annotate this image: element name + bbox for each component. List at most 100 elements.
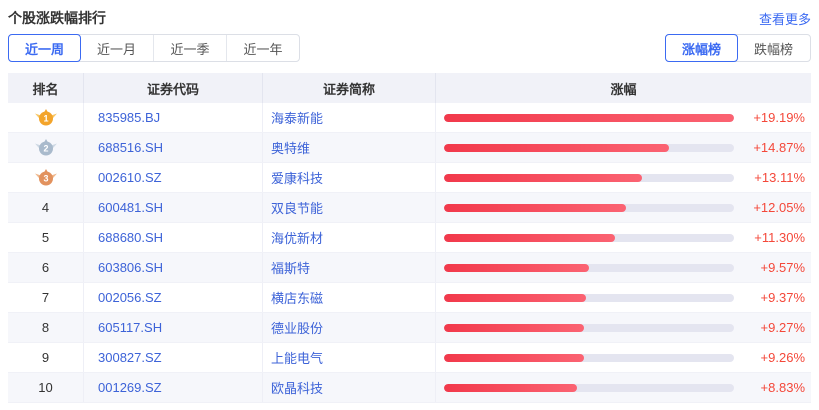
change-bar-track (444, 173, 734, 182)
stock-name-link[interactable]: 爱康科技 (263, 163, 436, 192)
change-bar (444, 353, 585, 362)
panel-header: 个股涨跌幅排行 查看更多 (0, 0, 819, 28)
change-value: +12.05% (753, 200, 805, 215)
change-cell: +12.05% (436, 193, 811, 222)
change-bar (444, 173, 643, 182)
change-bar (444, 143, 669, 152)
stock-code-link[interactable]: 835985.BJ (84, 103, 263, 132)
stock-code-link[interactable]: 605117.SH (84, 313, 263, 342)
change-value: +9.37% (760, 290, 805, 305)
stock-code-link[interactable]: 001269.SZ (84, 373, 263, 402)
change-cell: +14.87% (436, 133, 811, 162)
column-header-1: 排名 (8, 73, 84, 103)
stock-name-link[interactable]: 上能电气 (263, 343, 436, 372)
change-cell: +8.83% (436, 373, 811, 402)
column-header-2: 证券代码 (84, 73, 263, 103)
stock-name-link[interactable]: 横店东磁 (263, 283, 436, 312)
period-tab-4[interactable]: 近一年 (226, 35, 299, 61)
change-bar-track (444, 233, 734, 242)
change-cell: +13.11% (436, 163, 811, 192)
stock-name-link[interactable]: 海优新材 (263, 223, 436, 252)
table-row: 7 002056.SZ 横店东磁 +9.37% (8, 283, 811, 313)
change-bar-track (444, 143, 734, 152)
period-tab-2[interactable]: 近一月 (96, 41, 136, 57)
change-value: +13.11% (754, 170, 805, 185)
rank-cell: 4 (8, 193, 84, 222)
change-bar (444, 323, 585, 332)
change-cell: +19.19% (436, 103, 811, 132)
view-more-link[interactable]: 查看更多 (758, 11, 811, 27)
change-bar-track (444, 323, 734, 332)
stock-name-link[interactable]: 德业股份 (263, 313, 436, 342)
ranking-table: 排名 证券代码 证券简称 涨幅 1 835985.BJ 海泰新能 +19.19% 2 68851… (8, 73, 811, 403)
controls-row: 近一周 近一月 近一季 近一年 涨幅榜 跌幅榜 (8, 34, 811, 62)
svg-text:3: 3 (43, 173, 48, 183)
table-row: 10 001269.SZ 欧晶科技 +8.83% (8, 373, 811, 403)
table-row: 8 605117.SH 德业股份 +9.27% (8, 313, 811, 343)
period-tab-1[interactable]: 近一周 (8, 34, 81, 62)
rank-cell: 3 (8, 163, 84, 192)
stock-code-link[interactable]: 600481.SH (84, 193, 263, 222)
stock-code-link[interactable]: 688680.SH (84, 223, 263, 252)
board-tab-1[interactable]: 涨幅榜 (665, 34, 738, 62)
table-row: 3 002610.SZ 爱康科技 +13.11% (8, 163, 811, 193)
rank-cell: 8 (8, 313, 84, 342)
board-tab-group: 涨幅榜 跌幅榜 (665, 34, 811, 62)
rank-cell: 5 (8, 223, 84, 252)
change-cell: +9.57% (436, 253, 811, 282)
stock-name-link[interactable]: 双良节能 (263, 193, 436, 222)
period-tab-3[interactable]: 近一季 (153, 35, 226, 61)
change-value: +9.57% (760, 260, 805, 275)
rank-cell: 9 (8, 343, 84, 372)
change-bar-track (444, 353, 734, 362)
rank-cell: 7 (8, 283, 84, 312)
rank-2-silver-medal-icon: 2 (34, 138, 58, 158)
change-bar (444, 113, 734, 122)
svg-text:1: 1 (43, 113, 48, 123)
table-body: 1 835985.BJ 海泰新能 +19.19% 2 688516.SH 奥特维 +14.87… (8, 103, 811, 403)
change-bar (444, 233, 615, 242)
change-value: +14.87% (753, 140, 805, 155)
rank-cell: 10 (8, 373, 84, 402)
change-cell: +9.26% (436, 343, 811, 372)
stock-code-link[interactable]: 688516.SH (84, 133, 263, 162)
change-bar-track (444, 293, 734, 302)
change-bar-track (444, 383, 734, 392)
column-header-3: 证券简称 (263, 73, 436, 103)
stock-code-link[interactable]: 002610.SZ (84, 163, 263, 192)
change-bar (444, 383, 578, 392)
table-row: 4 600481.SH 双良节能 +12.05% (8, 193, 811, 223)
change-value: +19.19% (753, 110, 805, 125)
change-value: +8.83% (760, 380, 805, 395)
rank-1-gold-medal-icon: 1 (34, 108, 58, 128)
change-bar-track (444, 113, 734, 122)
table-row: 9 300827.SZ 上能电气 +9.26% (8, 343, 811, 373)
stock-name-link[interactable]: 奥特维 (263, 133, 436, 162)
stock-code-link[interactable]: 002056.SZ (84, 283, 263, 312)
board-tab-2[interactable]: 跌幅榜 (753, 41, 793, 57)
table-row: 6 603806.SH 福斯特 +9.57% (8, 253, 811, 283)
rank-cell: 6 (8, 253, 84, 282)
stock-name-link[interactable]: 福斯特 (263, 253, 436, 282)
change-cell: +11.30% (436, 223, 811, 252)
change-bar-track (444, 203, 734, 212)
table-header-row: 排名 证券代码 证券简称 涨幅 (8, 73, 811, 103)
page-title: 个股涨跌幅排行 (8, 10, 106, 26)
rank-3-bronze-medal-icon: 3 (34, 168, 58, 188)
stock-code-link[interactable]: 603806.SH (84, 253, 263, 282)
change-bar (444, 263, 589, 272)
table-row: 1 835985.BJ 海泰新能 +19.19% (8, 103, 811, 133)
change-value: +9.27% (760, 320, 805, 335)
table-row: 2 688516.SH 奥特维 +14.87% (8, 133, 811, 163)
change-cell: +9.27% (436, 313, 811, 342)
rank-cell: 2 (8, 133, 84, 162)
change-value: +9.26% (760, 350, 805, 365)
column-header-4: 涨幅 (610, 81, 637, 97)
stock-name-link[interactable]: 海泰新能 (263, 103, 436, 132)
stock-code-link[interactable]: 300827.SZ (84, 343, 263, 372)
table-row: 5 688680.SH 海优新材 +11.30% (8, 223, 811, 253)
change-cell: +9.37% (436, 283, 811, 312)
rank-cell: 1 (8, 103, 84, 132)
stock-name-link[interactable]: 欧晶科技 (263, 373, 436, 402)
